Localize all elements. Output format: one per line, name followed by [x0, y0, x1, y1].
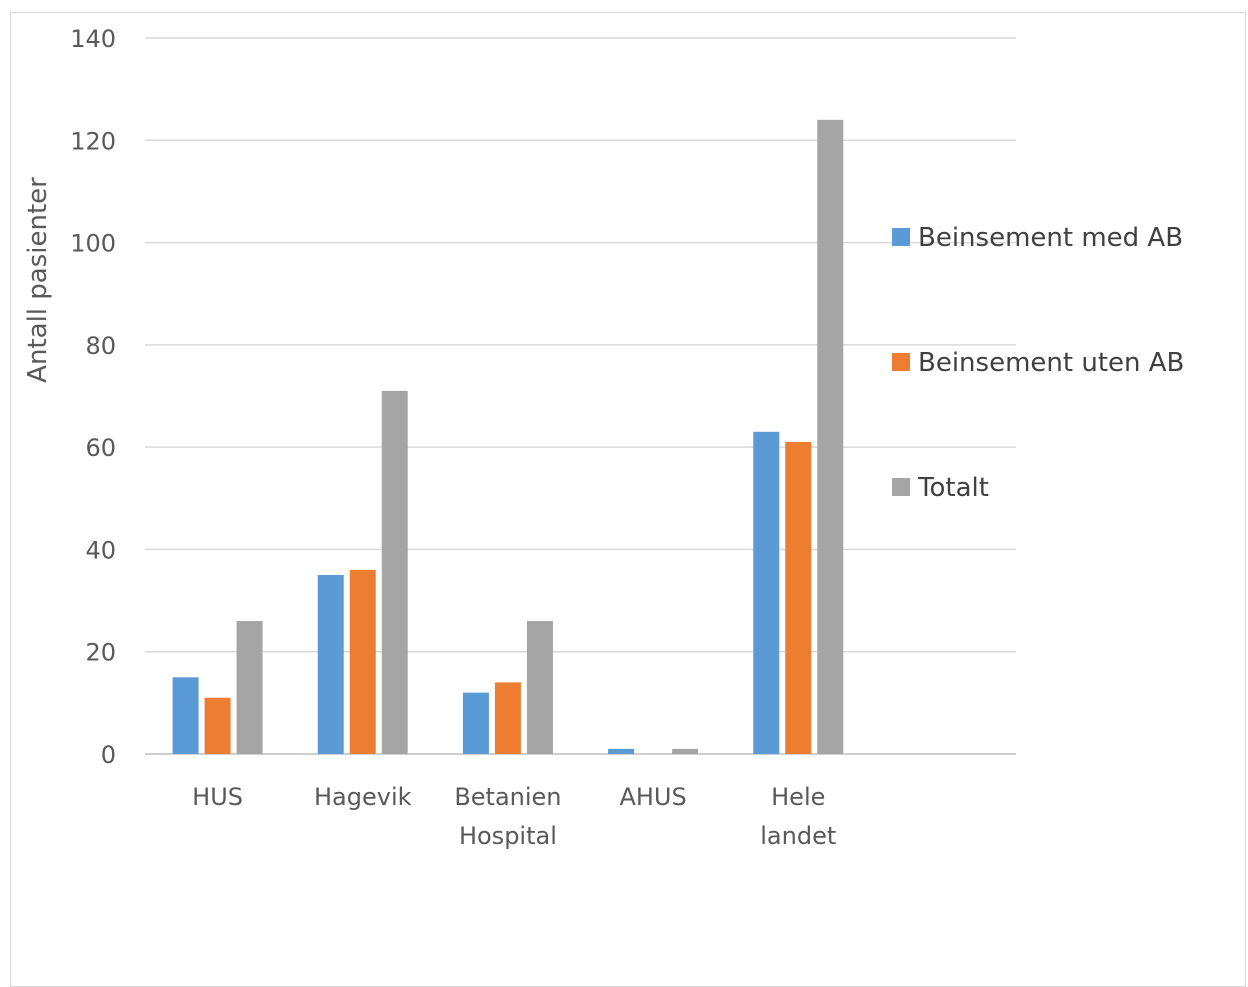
bar — [381, 390, 408, 754]
y-axis-ticks: 0 20 40 60 80 100 120 140 — [70, 25, 116, 769]
bars — [172, 119, 844, 755]
bar — [785, 442, 812, 754]
x-axis-ticks: HUS Hagevik Betanien Hospital AHUS Hele landet — [192, 783, 836, 850]
bar — [172, 677, 199, 754]
bar — [462, 692, 489, 754]
bar — [317, 575, 344, 754]
bar — [349, 569, 376, 754]
x-tick-label: Hospital — [459, 822, 557, 850]
legend-label: Beinsement med AB — [918, 223, 1183, 253]
bar — [753, 431, 780, 754]
y-tick-label: 40 — [85, 536, 116, 564]
legend-label: Totalt — [917, 473, 989, 503]
x-tick-label: AHUS — [619, 783, 686, 811]
bar — [236, 621, 263, 754]
bar — [672, 748, 699, 754]
x-tick-label: Betanien — [454, 783, 561, 811]
bar — [204, 697, 231, 754]
y-tick-label: 100 — [70, 230, 116, 258]
y-tick-label: 20 — [85, 639, 116, 667]
x-tick-label: Hele — [771, 783, 825, 811]
chart-frame — [10, 12, 1246, 987]
legend-label: Beinsement uten AB — [918, 348, 1184, 378]
x-tick-label: landet — [760, 822, 836, 850]
legend-swatch — [892, 228, 910, 246]
gridlines — [145, 37, 1016, 755]
bar — [817, 119, 844, 755]
y-tick-label: 60 — [85, 434, 116, 462]
bar — [608, 748, 635, 754]
legend-swatch — [892, 353, 910, 371]
x-tick-label: Hagevik — [314, 783, 412, 811]
y-tick-label: 0 — [101, 741, 116, 769]
legend-swatch — [892, 478, 910, 496]
legend: Beinsement med AB Beinsement uten AB Total… — [892, 223, 1184, 503]
bar — [494, 682, 521, 754]
y-tick-label: 140 — [70, 25, 116, 53]
y-axis-title: Antall pasienter — [23, 177, 53, 383]
y-tick-label: 120 — [70, 127, 116, 155]
x-tick-label: HUS — [192, 783, 243, 811]
y-tick-label: 80 — [85, 332, 116, 360]
bar — [526, 621, 553, 754]
